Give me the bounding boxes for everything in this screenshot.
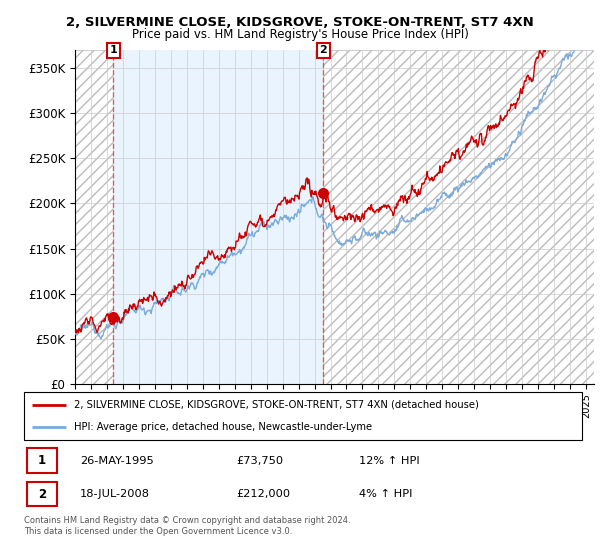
Text: 2: 2	[38, 488, 46, 501]
Text: Contains HM Land Registry data © Crown copyright and database right 2024.
This d: Contains HM Land Registry data © Crown c…	[24, 516, 350, 536]
Text: 26-MAY-1995: 26-MAY-1995	[80, 456, 154, 466]
Text: 2, SILVERMINE CLOSE, KIDSGROVE, STOKE-ON-TRENT, ST7 4XN: 2, SILVERMINE CLOSE, KIDSGROVE, STOKE-ON…	[66, 16, 534, 29]
Text: 18-JUL-2008: 18-JUL-2008	[80, 489, 150, 499]
Text: 2, SILVERMINE CLOSE, KIDSGROVE, STOKE-ON-TRENT, ST7 4XN (detached house): 2, SILVERMINE CLOSE, KIDSGROVE, STOKE-ON…	[74, 400, 479, 410]
FancyBboxPatch shape	[27, 449, 58, 473]
Text: HPI: Average price, detached house, Newcastle-under-Lyme: HPI: Average price, detached house, Newc…	[74, 422, 373, 432]
Text: 1: 1	[38, 454, 46, 467]
Bar	[75, 50, 113, 384]
Text: £212,000: £212,000	[236, 489, 290, 499]
Text: 12% ↑ HPI: 12% ↑ HPI	[359, 456, 419, 466]
Text: £73,750: £73,750	[236, 456, 283, 466]
Bar	[113, 50, 323, 384]
Text: 2: 2	[319, 45, 327, 55]
Text: 4% ↑ HPI: 4% ↑ HPI	[359, 489, 412, 499]
Text: Price paid vs. HM Land Registry's House Price Index (HPI): Price paid vs. HM Land Registry's House …	[131, 28, 469, 41]
Bar	[323, 50, 594, 384]
FancyBboxPatch shape	[27, 482, 58, 506]
Text: 1: 1	[109, 45, 117, 55]
